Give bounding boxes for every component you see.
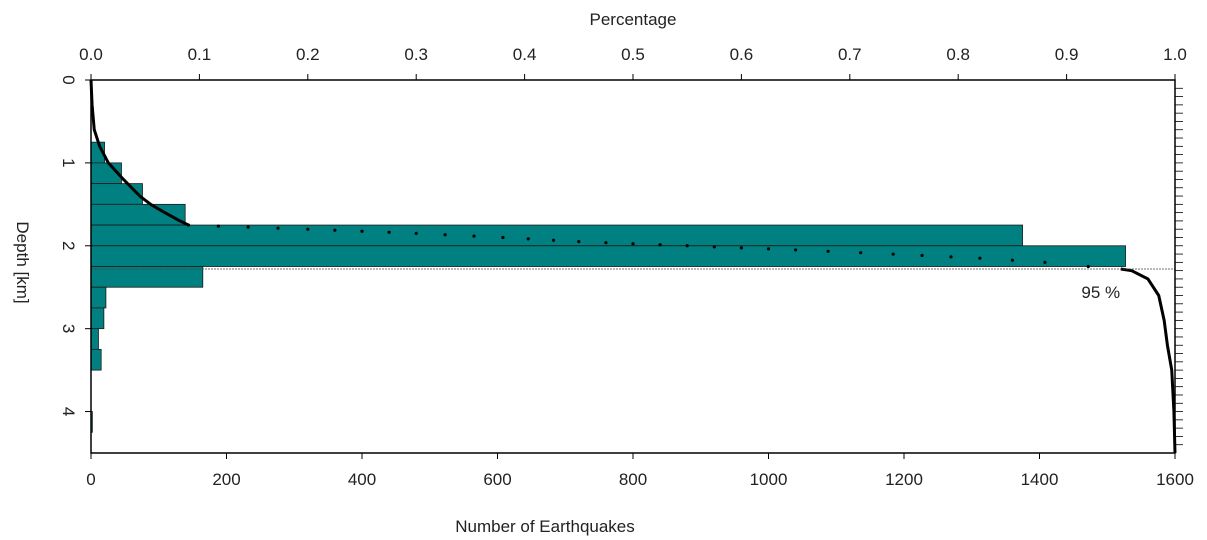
cumulative-dot: [658, 243, 662, 247]
cumulative-dot: [276, 226, 280, 230]
cumulative-dot: [859, 251, 863, 255]
cumulative-dot: [551, 238, 556, 242]
bottom-tick-label: 1400: [1021, 470, 1059, 489]
bar-6: [90, 266, 204, 288]
cumulative-dot: [414, 231, 418, 235]
y-tick-label: 0: [59, 75, 78, 84]
bottom-tick-label: 0: [86, 470, 95, 489]
bar-5: [90, 245, 1126, 267]
bottom-tick-label: 1600: [1156, 470, 1194, 489]
cumulative-line-upper: [89, 79, 190, 227]
cumulative-dot: [739, 246, 744, 250]
axes: 0 200 400 600 800 1000 1200 1400 1600 0.0 0.1 0.2 0.…: [59, 45, 1194, 489]
bottom-tick-label: 600: [483, 470, 511, 489]
cumulative-dot: [1086, 264, 1090, 269]
cumulative-dot: [387, 230, 391, 234]
y-tick-label: 3: [59, 324, 78, 333]
top-tick-label: 0.3: [404, 45, 428, 64]
cumulative-dot: [443, 233, 447, 237]
cumulative-dot: [1043, 260, 1047, 264]
cumulative-dot: [794, 248, 798, 252]
cumulative-dot: [712, 245, 716, 249]
cumulative-dot: [891, 252, 895, 256]
cumulative-dot: [360, 229, 364, 233]
cumulative-dot: [604, 241, 608, 245]
top-tick-label: 0.6: [730, 45, 754, 64]
threshold-label: 95 %: [1081, 283, 1120, 302]
cumulative-dot: [216, 224, 220, 228]
cumulative-dot: [577, 240, 581, 244]
top-tick-label: 0.7: [838, 45, 862, 64]
bar-7: [90, 286, 107, 309]
bar-2: [90, 183, 143, 205]
bottom-tick-label: 1200: [885, 470, 923, 489]
y-tick-label: 1: [59, 158, 78, 167]
top-tick-label: 0.9: [1055, 45, 1079, 64]
bar-8: [90, 307, 105, 330]
top-tick-label: 0.8: [946, 45, 970, 64]
bottom-tick-label: 1000: [750, 470, 788, 489]
top-axis-title: Percentage: [590, 10, 677, 29]
cumulative-dot: [306, 227, 310, 231]
bottom-tick-label: 200: [212, 470, 240, 489]
cumulative-dot: [766, 247, 771, 251]
cumulative-line-lower: [1120, 267, 1177, 454]
y-tick-label: 2: [59, 241, 78, 250]
cumulative-dot: [501, 235, 505, 240]
cumulative-dot: [685, 244, 689, 248]
top-tick-label: 0.2: [296, 45, 320, 64]
histogram-bars: [90, 141, 1126, 433]
bottom-tick-label: 800: [619, 470, 647, 489]
y-tick-label: 4: [59, 407, 78, 416]
top-tick-label: 0.1: [188, 45, 212, 64]
cumulative-dot: [920, 253, 924, 258]
cumulative-dot: [631, 242, 635, 246]
cumulative-dot: [186, 223, 191, 227]
top-tick-label: 0.5: [621, 45, 645, 64]
cumulative-curve: [89, 79, 1177, 454]
cumulative-dot: [333, 228, 337, 232]
cumulative-dot: [1010, 258, 1015, 262]
bar-10: [90, 348, 102, 371]
y-axis-title: Depth [km]: [13, 221, 32, 303]
cumulative-dot: [472, 234, 476, 238]
bar-9: [90, 328, 99, 350]
top-tick-label: 1.0: [1163, 45, 1187, 64]
bottom-tick-label: 400: [348, 470, 376, 489]
cumulative-dot: [526, 237, 530, 241]
bar-4: [90, 224, 1023, 247]
cumulative-dot: [949, 255, 953, 259]
top-tick-label: 0.0: [79, 45, 103, 64]
top-tick-label: 0.4: [513, 45, 537, 64]
bottom-axis-title: Number of Earthquakes: [455, 517, 635, 536]
cumulative-dot: [826, 249, 830, 253]
cumulative-dot: [246, 225, 250, 229]
cumulative-dot: [978, 256, 982, 260]
